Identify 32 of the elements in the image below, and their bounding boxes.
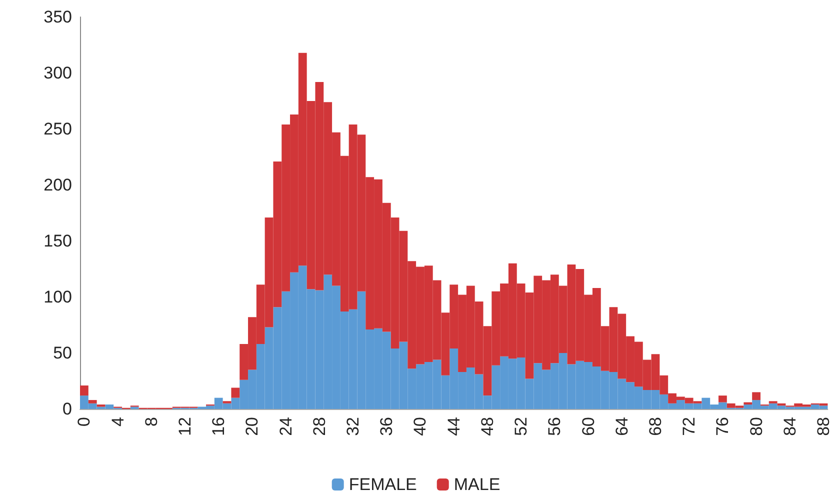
x-tick-label: 84 — [780, 417, 800, 436]
x-tick-label: 64 — [612, 417, 632, 436]
y-tick-label: 50 — [53, 344, 72, 362]
x-tick-label: 28 — [310, 417, 329, 436]
y-tick-label: 300 — [44, 64, 72, 82]
x-tick-label: 36 — [377, 417, 396, 436]
x-tick-label: 24 — [276, 417, 296, 436]
x-tick-label: 44 — [444, 417, 464, 436]
x-tick-label: 76 — [713, 417, 732, 436]
x-tick-label: 4 — [108, 417, 128, 426]
x-tick-label: 0 — [74, 417, 94, 426]
y-tick-label: 350 — [44, 8, 72, 26]
x-tick-label: 68 — [646, 417, 665, 436]
x-tick-label: 12 — [176, 417, 195, 436]
x-tick-label: 32 — [344, 417, 363, 436]
x-tick-label: 8 — [142, 417, 161, 426]
legend-label: MALE — [454, 475, 500, 494]
x-tick-label: 48 — [478, 417, 497, 436]
x-tick-label: 20 — [242, 417, 262, 436]
legend-label: FEMALE — [348, 475, 417, 494]
x-tick-label: 56 — [545, 417, 564, 436]
x-tick-label: 16 — [209, 417, 228, 436]
x-tick-label: 88 — [814, 417, 832, 436]
x-tick-label: 52 — [512, 417, 531, 436]
y-tick-label: 100 — [44, 288, 72, 306]
x-tick-label: 40 — [410, 417, 430, 436]
x-tick-label: 72 — [680, 417, 699, 436]
x-tick-label: 60 — [578, 417, 598, 436]
y-tick-label: 250 — [44, 120, 72, 138]
x-tick-label: 80 — [746, 417, 766, 436]
y-tick-label: 150 — [44, 232, 72, 250]
y-tick-label: 200 — [44, 176, 72, 194]
